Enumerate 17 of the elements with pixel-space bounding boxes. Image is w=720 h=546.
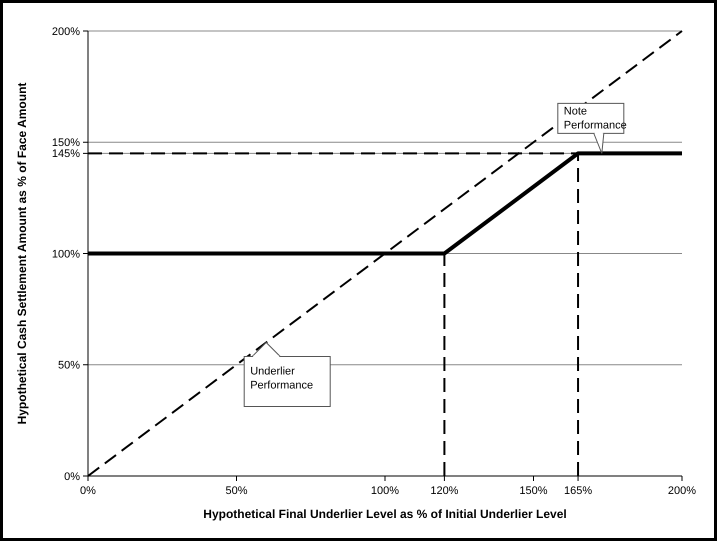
y-tick-label: 150% [52, 137, 80, 150]
y-tick-label: 50% [58, 360, 80, 372]
y-tick-label: 0% [64, 470, 80, 483]
annotation: Underlier Performance [250, 366, 314, 392]
y-tick-label: 100% [52, 248, 80, 260]
x-tick-label: 50% [225, 485, 248, 497]
x-tick-label: 0% [80, 485, 96, 497]
y-tick-label: 200% [52, 26, 80, 38]
x-tick-label: 120% [430, 485, 459, 497]
x-tick-label: 200% [668, 485, 696, 497]
x-tick-label: 100% [370, 485, 400, 497]
x-tick-label: 165% [564, 485, 592, 497]
x-axis-title: Hypothetical Final Underlier Level as % of Initial Underlier Level [203, 507, 567, 521]
callout: Underlier Performance [244, 342, 331, 407]
y-axis-title: Hypothetical Cash Settlement Amount as % of Face Amount [15, 82, 29, 424]
y-tick-label: 145% [52, 148, 80, 160]
x-tick-label: 150% [519, 485, 548, 497]
